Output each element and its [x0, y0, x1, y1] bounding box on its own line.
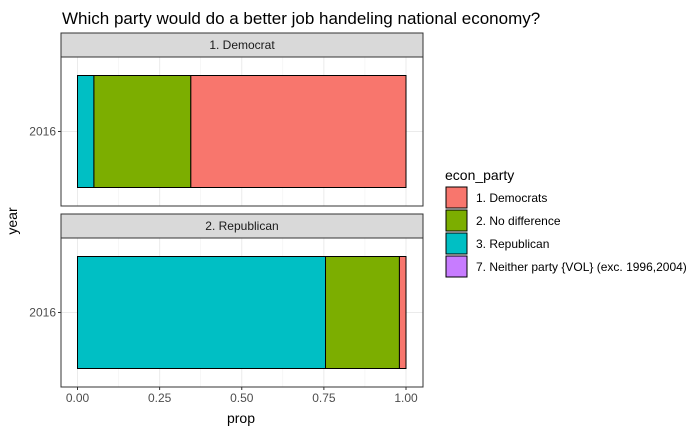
y-tick-label: 2016	[29, 306, 56, 320]
legend-swatch	[445, 186, 468, 209]
facet-panel: 1. Democrat 2016	[29, 32, 424, 207]
x-tick-label: 0.50	[230, 391, 254, 405]
x-tick-label: 0.00	[66, 391, 90, 405]
legend-title: econ_party	[445, 167, 514, 183]
x-tick-label: 1.00	[394, 391, 418, 405]
legend-label: 7. Neither party {VOL} (exc. 1996,2004)	[476, 260, 687, 274]
x-tick-label: 0.25	[148, 391, 172, 405]
bar-segment	[77, 75, 95, 188]
x-tick-label: 0.75	[312, 391, 336, 405]
facet-panels: 1. Democrat 2016 2. Republican 2016	[29, 32, 424, 388]
strip-background	[60, 213, 424, 239]
x-axis-title: prop	[227, 410, 255, 426]
bar-segment	[93, 75, 192, 188]
legend-swatch	[445, 255, 468, 278]
legend-item: 1. Democrats	[445, 186, 547, 209]
y-tick-label: 2016	[29, 125, 56, 139]
legend: econ_party 1. Democrats 2. No difference 3…	[445, 167, 687, 278]
legend-item: 3. Republican	[445, 232, 549, 255]
legend-label: 1. Democrats	[476, 191, 547, 205]
strip-label: 1. Democrat	[209, 38, 275, 52]
legend-item: 2. No difference	[445, 209, 561, 232]
bar-segment	[77, 256, 327, 369]
bar-segment	[398, 256, 407, 369]
legend-swatch	[445, 232, 468, 255]
legend-label: 3. Republican	[476, 237, 549, 251]
x-axis: 0.00 0.25 0.50 0.75 1.00	[66, 387, 418, 405]
legend-label: 2. No difference	[476, 214, 561, 228]
y-axis-title: year	[4, 207, 20, 235]
strip-background	[60, 32, 424, 58]
facet-panel: 2. Republican 2016	[29, 213, 424, 388]
bar-segment	[190, 75, 407, 188]
legend-item: 7. Neither party {VOL} (exc. 1996,2004)	[445, 255, 687, 278]
legend-swatch	[445, 209, 468, 232]
chart-title: Which party would do a better job handel…	[62, 9, 540, 28]
strip-label: 2. Republican	[205, 219, 278, 233]
bar-segment	[325, 256, 400, 369]
